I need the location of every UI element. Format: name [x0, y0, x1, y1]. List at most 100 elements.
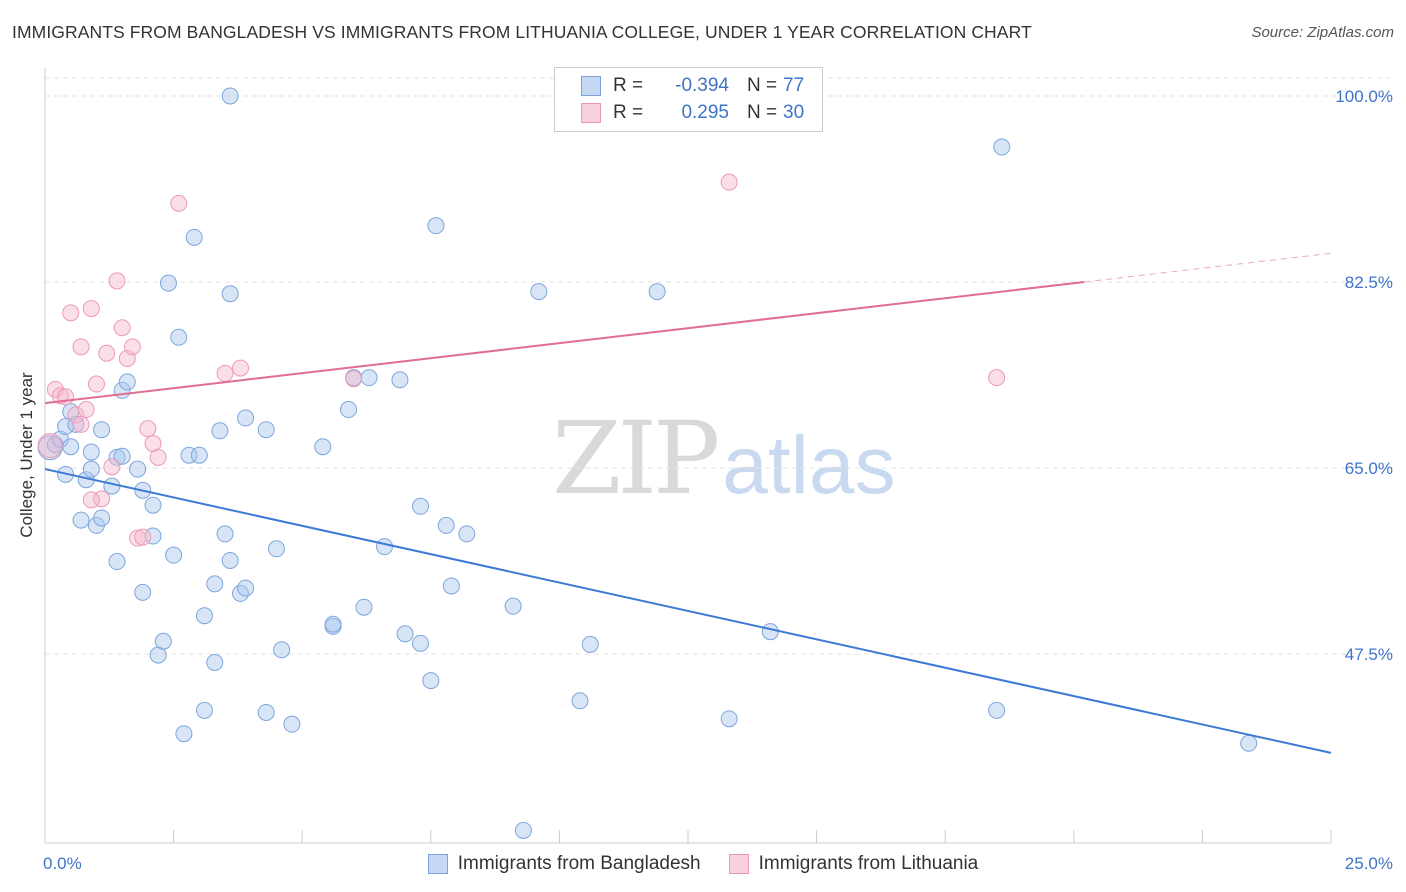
bangladesh-point: [273, 641, 291, 659]
bangladesh-point: [113, 447, 131, 465]
lithuania-point: [37, 433, 63, 459]
stats-legend: R = -0.394 N = 77 R = 0.295 N = 30: [554, 67, 823, 132]
bangladesh-point: [422, 672, 440, 690]
y-axis-label: College, Under 1 year: [17, 372, 36, 538]
bangladesh-point: [458, 525, 476, 543]
legend-r-label: R =: [613, 75, 644, 96]
series-swatch-lithuania: [728, 854, 749, 874]
lithuania-point: [103, 458, 121, 476]
bangladesh-point: [267, 540, 285, 558]
bangladesh-point: [283, 715, 301, 733]
lithuania-point: [67, 406, 85, 424]
y-tick-label: 82.5%: [1345, 273, 1393, 292]
legend-swatch-bangladesh: [581, 76, 601, 96]
bangladesh-point: [720, 710, 738, 728]
bangladesh-point: [221, 551, 239, 569]
bangladesh-point: [175, 725, 193, 743]
series-legend-lithuania[interactable]: Immigrants from Lithuania: [728, 853, 979, 875]
bangladesh-point: [129, 460, 147, 478]
bangladesh-point: [412, 634, 430, 652]
legend-n-label: N =: [747, 102, 778, 123]
series-swatch-bangladesh: [427, 854, 448, 874]
bangladesh-point: [108, 448, 126, 466]
bangladesh-point: [324, 615, 342, 633]
bangladesh-point: [648, 283, 666, 301]
bangladesh-point: [93, 421, 111, 439]
bangladesh-point: [108, 553, 126, 571]
legend-n-label: N =: [747, 75, 778, 96]
lithuania-point: [72, 338, 90, 356]
bangladesh-point: [170, 328, 188, 346]
bangladesh-point: [237, 579, 255, 597]
lithuania-point: [345, 370, 363, 388]
lithuania-point: [231, 359, 249, 377]
bangladesh-point: [134, 583, 152, 601]
bangladesh-point: [185, 228, 203, 246]
x-tick-label: 0.0%: [43, 854, 82, 873]
y-tick-label: 100.0%: [1335, 87, 1393, 106]
bangladesh-point: [339, 401, 357, 419]
bangladesh-point: [216, 525, 234, 543]
bangladesh-point: [195, 607, 213, 625]
legend-n-value: 30: [783, 102, 805, 123]
lithuania-point: [988, 369, 1006, 387]
bangladesh-point: [571, 692, 589, 710]
bangladesh-point: [514, 821, 532, 839]
bangladesh-point: [195, 701, 213, 719]
lithuania-point: [82, 300, 100, 318]
bangladesh-point: [360, 369, 378, 387]
bangladesh-point: [504, 597, 522, 615]
bangladesh-trend-line: [44, 468, 1332, 754]
bangladesh-point: [72, 511, 90, 529]
legend-n-value: 77: [783, 75, 805, 96]
legend-swatch-lithuania: [581, 103, 601, 123]
lithuania-point: [134, 528, 152, 546]
lithuania-point: [216, 364, 234, 382]
legend-r-label: R =: [613, 102, 644, 123]
lithuania-point: [108, 272, 126, 290]
series-legend-bangladesh[interactable]: Immigrants from Bangladesh: [427, 853, 701, 875]
bangladesh-point: [206, 654, 224, 672]
lithuania-point: [62, 304, 80, 322]
bangladesh-point: [257, 421, 275, 439]
bangladesh-point: [427, 217, 445, 235]
lithuania-point: [87, 375, 105, 393]
legend-row-bangladesh: R = -0.394 N = 77: [581, 74, 804, 98]
series-label-lithuania: Immigrants from Lithuania: [758, 853, 979, 874]
bangladesh-point: [237, 409, 255, 427]
bangladesh-point: [257, 703, 275, 721]
bangladesh-point: [437, 516, 455, 534]
bangladesh-point: [221, 285, 239, 303]
bangladesh-point: [82, 443, 100, 461]
lithuania-point: [82, 491, 100, 509]
bangladesh-point: [231, 584, 249, 602]
source-credit: Source: ZipAtlas.com: [1251, 24, 1394, 41]
lithuania-point: [123, 338, 141, 356]
bangladesh-point: [154, 632, 172, 650]
legend-r-value: -0.394: [675, 75, 729, 96]
bangladesh-point: [118, 373, 136, 391]
lithuania-point: [170, 194, 188, 212]
bangladesh-point: [206, 575, 224, 593]
lithuania-point: [129, 529, 147, 547]
bangladesh-point: [93, 509, 111, 527]
bangladesh-point: [412, 497, 430, 515]
lithuania-point: [51, 387, 69, 405]
series-label-bangladesh: Immigrants from Bangladesh: [457, 853, 701, 874]
lithuania-point: [720, 173, 738, 191]
x-tick-label: 25.0%: [1345, 854, 1393, 873]
bangladesh-point: [376, 538, 394, 556]
series-legend: Immigrants from Bangladesh Immigrants fr…: [0, 852, 1406, 876]
bangladesh-point: [355, 598, 373, 616]
bangladesh-point: [993, 138, 1011, 156]
bangladesh-point: [530, 283, 548, 301]
bangladesh-point: [221, 87, 239, 105]
lithuania-trend-line: [44, 281, 1085, 405]
bangladesh-point: [442, 577, 460, 595]
bangladesh-point: [988, 701, 1006, 719]
legend-row-lithuania: R = 0.295 N = 30: [581, 101, 804, 125]
chart-title: IMMIGRANTS FROM BANGLADESH VS IMMIGRANTS…: [12, 22, 1032, 42]
bangladesh-point: [761, 623, 779, 641]
bangladesh-point: [62, 438, 80, 456]
